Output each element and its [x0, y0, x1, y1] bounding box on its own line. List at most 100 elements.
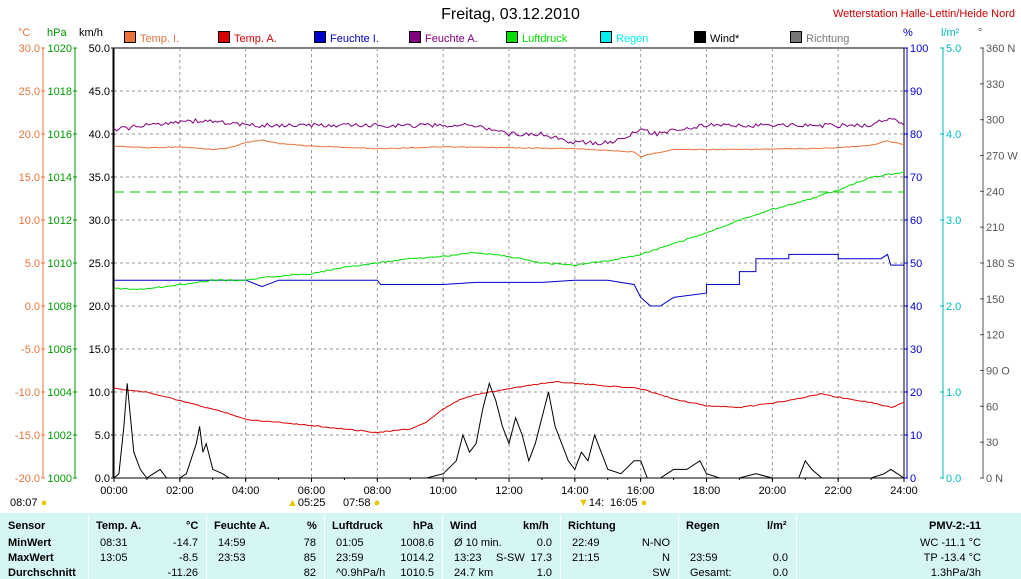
header-direction: Richtung	[568, 520, 616, 532]
series-temp-a	[113, 380, 905, 434]
table-cell-wind-time: 13:23	[454, 552, 482, 564]
table-cell-press-time: ^0.9hPa/h	[336, 567, 386, 579]
station-name: Wetterstation Halle-Lettin/Heide Nord	[833, 8, 1015, 20]
x-tick-label: 10:00	[429, 485, 457, 497]
legend-label: Regen	[616, 33, 649, 45]
table-cell-rain-time: 23:59	[690, 552, 718, 564]
direction-tick-label: 210	[986, 222, 1004, 234]
humidity-tick-label: 70	[910, 172, 922, 184]
wind-tick-label: 20.0	[89, 301, 110, 313]
table-cell-dir-val: SW	[652, 567, 670, 579]
table-cell-label: MaxWert	[8, 552, 54, 564]
temp-tick-label: -10.0	[15, 387, 40, 399]
table-cell-dir-val: N-NO	[641, 537, 670, 549]
legend-label: Wind*	[710, 33, 740, 45]
table-cell-wind-extra: S-SW	[496, 552, 525, 564]
direction-tick-label: 0 N	[986, 473, 1003, 485]
header-sensor: Sensor	[8, 520, 46, 532]
header-temp: Temp. A.	[96, 520, 142, 532]
direction-tick-label: 120	[986, 330, 1004, 342]
weather-chart: 00:00 02:00 04:00 06:00 08:00 10:00 12:00 14:00…	[15, 43, 1018, 497]
legend-label: Feuchte A.	[425, 33, 478, 45]
table-cell-hum-val: 82	[303, 567, 316, 579]
wind-tick-label: 10.0	[89, 387, 110, 399]
direction-tick-label: 180 S	[986, 258, 1015, 270]
humidity-tick-label: 90	[910, 86, 922, 98]
pressure-tick-label: 1006	[48, 344, 72, 356]
humidity-tick-label: 30	[910, 344, 922, 356]
pressure-tick-label: 1004	[48, 387, 72, 399]
legend-label: Temp. I.	[140, 33, 180, 45]
legend-swatch	[506, 31, 518, 43]
pressure-tick-label: 1012	[48, 215, 72, 227]
series-wind	[113, 381, 905, 479]
pressure-tick-label: 1008	[48, 301, 72, 313]
legend-label: Richtung	[806, 33, 850, 45]
table-cell-hum-val: 78	[303, 537, 316, 549]
x-tick-label: 06:00	[298, 485, 326, 497]
direction-tick-label: 30	[986, 437, 998, 449]
table-cell-hum-time: 14:59	[218, 537, 246, 549]
temp-tick-label: -15.0	[15, 430, 40, 442]
temp-tick-label: 15.0	[19, 172, 40, 184]
header-humidity-unit: %	[307, 520, 317, 532]
legend-item: Wind*	[694, 31, 739, 45]
table-cell-temp-val: -11.26	[167, 567, 198, 579]
series-luftdruck	[113, 171, 905, 291]
rain-tick-label: 2.0	[946, 301, 961, 313]
direction-tick-label: 300	[986, 115, 1004, 127]
header-pmv: PMV-2:-11	[929, 520, 981, 532]
x-tick-label: 20:00	[759, 485, 787, 497]
table-cell-pmv: TP -13.4 °C	[923, 552, 981, 564]
legend-swatch	[790, 31, 802, 43]
sunset-time: 16:05 ●	[610, 497, 648, 509]
legend-swatch	[314, 31, 326, 43]
table-cell-temp-time: 08:31	[100, 537, 128, 549]
direction-unit: °	[978, 27, 983, 39]
header-rain-unit: l/m²	[767, 520, 787, 532]
pressure-tick-label: 1014	[48, 172, 72, 184]
table-cell-wind-val: 0.0	[536, 537, 552, 549]
legend-item: Temp. A.	[218, 31, 277, 45]
humidity-tick-label: 100	[910, 43, 928, 55]
direction-tick-label: 90 O	[986, 366, 1010, 378]
legend-item: Regen	[600, 31, 648, 45]
wind-unit: km/h	[79, 27, 103, 39]
header-humidity: Feuchte A.	[214, 520, 270, 532]
plot-frame	[113, 47, 905, 479]
rain-unit: l/m²	[941, 27, 960, 39]
header-wind-unit: km/h	[523, 520, 549, 532]
x-tick-label: 24:00	[890, 485, 918, 497]
sunrise-time: 08:07 ●	[10, 497, 48, 509]
table-cell-rain-val: 0.0	[772, 552, 788, 564]
table-cell-press-time: 01:05	[336, 537, 364, 549]
humidity-unit: %	[903, 27, 913, 39]
wind-tick-label: 15.0	[89, 344, 110, 356]
table-cell-hum-val: 85	[303, 552, 316, 564]
rain-tick-label: 3.0	[946, 215, 961, 227]
table-cell-label: MinWert	[8, 537, 52, 549]
direction-tick-label: 330	[986, 79, 1004, 91]
temp-tick-label: 10.0	[19, 215, 40, 227]
legend-swatch	[409, 31, 421, 43]
table-cell-wind-val: 17.3	[530, 552, 552, 564]
x-tick-label: 18:00	[693, 485, 721, 497]
header-wind: Wind	[450, 520, 477, 532]
temp-tick-label: 30.0	[19, 43, 40, 55]
table-cell-temp-val: -14.7	[172, 537, 198, 549]
wind-tick-label: 50.0	[89, 43, 110, 55]
table-cell-label: Durchschnitt	[8, 567, 76, 579]
header-temp-unit: °C	[186, 520, 199, 532]
header-pressure: Luftdruck	[332, 520, 383, 532]
table-cell-pmv: WC -11.1 °C	[919, 537, 981, 549]
x-tick-label: 08:00	[364, 485, 392, 497]
pressure-unit: hPa	[47, 27, 67, 39]
rain-tick-label: 5.0	[946, 43, 961, 55]
table-cell-dir-val: N	[662, 552, 670, 564]
table-cell-dir-time: 21:15	[572, 552, 600, 564]
table-cell-press-val: 1010.5	[400, 567, 434, 579]
table-cell-press-val: 1008.6	[400, 537, 434, 549]
table-cell-rain-time: Gesamt:	[690, 567, 732, 579]
header-rain: Regen	[686, 520, 720, 532]
x-tick-label: 14:00	[561, 485, 589, 497]
